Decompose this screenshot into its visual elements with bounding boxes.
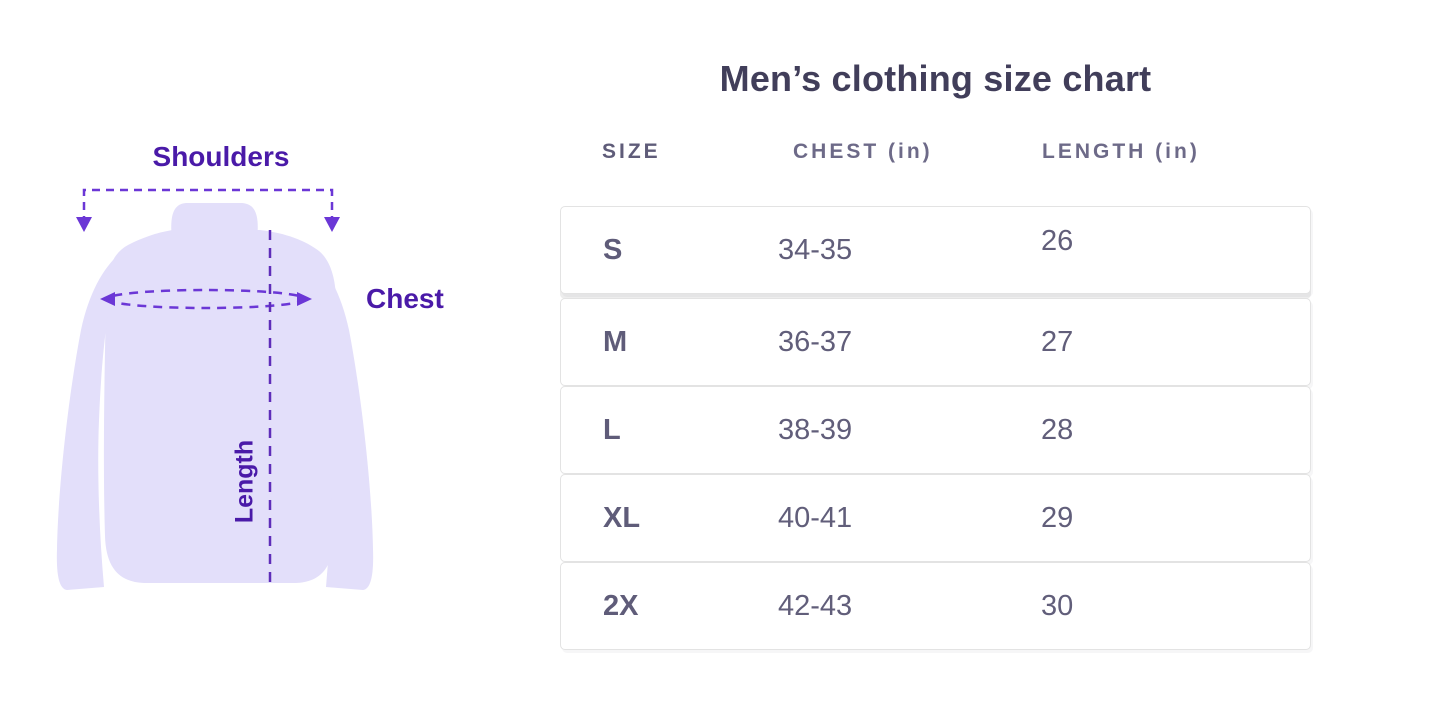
column-header-length: LENGTH (in) <box>1042 140 1200 163</box>
size-table: S 34-35 26 M 36-37 27 L 38-39 28 XL 40-4… <box>560 206 1311 650</box>
shirt-silhouette <box>56 203 374 590</box>
length-cell: 29 <box>1041 501 1074 534</box>
chest-arrow-left-icon <box>100 292 115 306</box>
page-title: Men’s clothing size chart <box>719 58 1152 99</box>
shirt-measurement-figure: Shoulders Chest Length <box>0 0 520 725</box>
column-header-size: SIZE <box>602 140 661 163</box>
shoulders-measure <box>76 188 340 232</box>
chest-cell: 36-37 <box>778 325 853 358</box>
shoulders-label: Shoulders <box>152 141 290 172</box>
table-row: 2X 42-43 30 <box>560 562 1311 650</box>
size-cell: 2X <box>603 589 639 622</box>
length-cell: 28 <box>1041 413 1074 446</box>
chest-cell: 34-35 <box>778 233 853 266</box>
table-header-row: SIZE CHEST (in) LENGTH (in) <box>560 140 1311 164</box>
chest-measure <box>100 288 312 310</box>
shoulders-arrow-right-icon <box>324 217 340 232</box>
chest-arrow-right-icon <box>297 292 312 306</box>
size-cell: M <box>603 325 628 358</box>
length-label: Length <box>230 439 259 524</box>
shoulders-bracket-line <box>82 188 334 224</box>
chest-cell: 38-39 <box>778 413 853 446</box>
size-cell: S <box>603 233 623 266</box>
chest-cell: 42-43 <box>778 589 853 622</box>
chest-cell: 40-41 <box>778 501 853 534</box>
shirt-right-sleeve <box>298 245 374 590</box>
shirt-illustration <box>56 188 374 590</box>
length-cell: 26 <box>1041 224 1074 257</box>
size-cell: L <box>603 413 621 446</box>
size-cell: XL <box>603 501 641 534</box>
table-row: XL 40-41 29 <box>560 474 1311 562</box>
column-header-chest: CHEST (in) <box>793 140 933 163</box>
shirt-left-sleeve <box>56 245 132 590</box>
shirt-body <box>103 230 337 583</box>
table-row: L 38-39 28 <box>560 386 1311 474</box>
length-cell: 27 <box>1041 325 1074 358</box>
chest-label: Chest <box>366 283 444 314</box>
table-row: S 34-35 26 <box>560 206 1311 294</box>
shoulders-arrow-left-icon <box>76 217 92 232</box>
length-cell: 30 <box>1041 589 1074 622</box>
table-row: M 36-37 27 <box>560 298 1311 386</box>
